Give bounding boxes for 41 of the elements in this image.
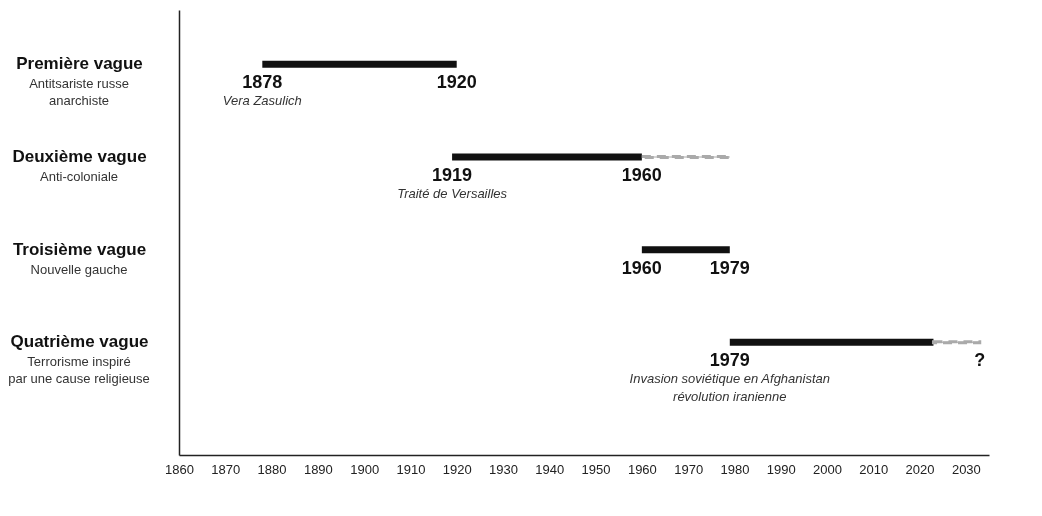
annotation: 1920 bbox=[436, 72, 477, 93]
y-tick-label: Première vague bbox=[16, 54, 143, 74]
annotation: ? bbox=[974, 350, 986, 371]
bar bbox=[729, 338, 934, 346]
x-tick-label: 1990 bbox=[766, 461, 796, 477]
x-tick-label: 1910 bbox=[396, 461, 426, 477]
annotation: Vera Zasulich bbox=[222, 93, 302, 109]
annotation: 1878 bbox=[242, 72, 283, 93]
text: Nouvelle gauche bbox=[30, 261, 128, 277]
y-tick-label: Troisième vague bbox=[12, 239, 147, 259]
x-tick-label: 1920 bbox=[442, 461, 472, 477]
text: Antitsariste russe anarchiste bbox=[29, 76, 129, 109]
annotation: 1960 bbox=[621, 164, 662, 185]
annotation: 1979 bbox=[709, 257, 750, 278]
annotation: Traité de Versailles bbox=[397, 185, 508, 201]
annotation: 1960 bbox=[621, 257, 662, 278]
x-tick-label: 1950 bbox=[581, 461, 611, 477]
x-tick-label: 1860 bbox=[165, 461, 194, 477]
x-tick-label: 1960 bbox=[627, 461, 657, 477]
x-tick-label: 1890 bbox=[303, 461, 333, 477]
x-tick-label: 1970 bbox=[674, 461, 704, 477]
x-tick-label: 1880 bbox=[257, 461, 287, 477]
x-tick-label: 1900 bbox=[350, 461, 380, 477]
text: Anti-coloniale bbox=[39, 168, 119, 184]
x-tick-label: 2020 bbox=[905, 461, 935, 477]
x-tick-label: 2010 bbox=[859, 461, 889, 477]
x-tick-label: 1870 bbox=[211, 461, 241, 477]
x-tick-label: 1980 bbox=[720, 461, 750, 477]
bar bbox=[641, 246, 730, 254]
text: Terrorisme inspiré par une cause religieuse bbox=[8, 354, 150, 387]
bar bbox=[452, 153, 642, 161]
annotation: 1979 bbox=[709, 350, 750, 371]
y-tick-label: Quatrième vague bbox=[10, 332, 149, 352]
x-tick-label: 2030 bbox=[951, 461, 981, 477]
x-tick-label: 2000 bbox=[813, 461, 842, 477]
annotation: 1919 bbox=[432, 164, 473, 185]
x-tick-label: 1930 bbox=[489, 461, 518, 477]
annotation: Invasion soviétique en Afghanistan révolution iranienne bbox=[629, 371, 831, 405]
x-tick-label: 1940 bbox=[535, 461, 565, 477]
bar bbox=[262, 60, 457, 68]
y-tick-label: Deuxième vague bbox=[12, 146, 147, 166]
